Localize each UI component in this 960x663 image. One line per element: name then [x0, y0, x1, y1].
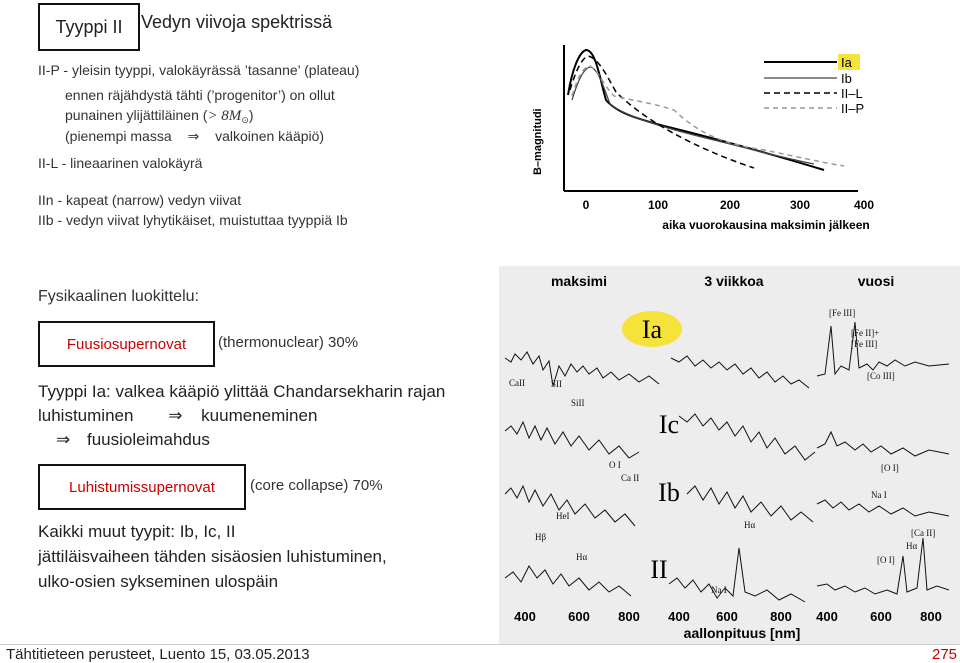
- legend-label-iil: II–L: [841, 86, 863, 101]
- line-label-he1: HeI: [556, 511, 570, 521]
- text-line-outer-ejection: ulko-osien sykseminen ulospäin: [38, 572, 279, 591]
- line-label-na1: Na I: [871, 490, 887, 500]
- slide-type-label: Tyyppi II: [55, 16, 123, 37]
- light-curve-xtick-300: 300: [790, 198, 810, 212]
- spectra-type-ib: Ib: [658, 478, 680, 507]
- mass-limit-math: > 8M: [207, 108, 242, 124]
- footer-rule: [0, 644, 960, 645]
- text-line-collapse-heating: luhistuminen ⇒ kuumeneminen: [38, 406, 318, 426]
- spectra-xtick-3: 800: [618, 609, 640, 624]
- line-label-s2: SII: [551, 379, 562, 389]
- line-label-fe2: [Fe II]+: [851, 328, 879, 338]
- line-label-halpha-3w: Hα: [744, 520, 755, 530]
- light-curve-xtick-400: 400: [854, 198, 874, 212]
- line-label-fe3-a: [Fe III]: [829, 308, 855, 318]
- line-label-halpha-year: Hα: [906, 541, 917, 551]
- curve-ib: [571, 66, 815, 165]
- spectra-xtick-8: 600: [870, 609, 892, 624]
- spectral-traces: [504, 321, 950, 603]
- line-label-o1-year-b: [O I]: [877, 555, 895, 565]
- spectra-xtick-4: 400: [668, 609, 690, 624]
- implies-arrow-icon: ⇒: [168, 406, 183, 426]
- core-collapse-note: (core collapse) 70%: [250, 477, 383, 494]
- curve-iip: [571, 65, 845, 167]
- ia-highlight: [622, 311, 682, 347]
- spectra-label-year: vuosi: [858, 273, 895, 289]
- curve-iil: [569, 55, 755, 169]
- line-label-o1: O I: [609, 460, 621, 470]
- classification-heading: Fysikaalinen luokittelu:: [38, 288, 199, 305]
- page-number: 275: [932, 646, 958, 663]
- implies-arrow-icon: ⇒: [56, 430, 71, 450]
- thermonuclear-note: (thermonuclear) 30%: [218, 334, 359, 351]
- line-label-na1-ii: Na I: [711, 585, 727, 595]
- light-curve-xlabel: aika vuorokausina maksimin jälkeen: [662, 218, 869, 232]
- spectra-xtick-7: 400: [816, 609, 838, 624]
- spectra-xtick-5: 600: [716, 609, 738, 624]
- line-label-ca2-year: [Ca II]: [911, 528, 935, 538]
- spectra-label-3-weeks: 3 viikkoa: [704, 273, 763, 289]
- text-line-red-giant: punainen ylijättiläinen (> 8M⊙): [65, 107, 254, 125]
- spectra-xtick-6: 800: [770, 609, 792, 624]
- spectra-type-ia: Ia: [642, 315, 663, 344]
- spectra-label-maximum: maksimi: [551, 273, 607, 289]
- spectra-background: [499, 266, 960, 644]
- spectra-xtick-2: 600: [568, 609, 590, 624]
- slide-title: Vedyn viivoja spektrissä: [141, 12, 333, 32]
- core-collapse-box: Luhistumissupernovat: [38, 464, 246, 510]
- light-curve-xtick-200: 200: [720, 198, 740, 212]
- spectra-xlabel: aallonpituus [nm]: [684, 625, 801, 641]
- text-line-iip: II-P - yleisin tyyppi, valokäyrässä ’tas…: [38, 62, 360, 78]
- legend-label-iip: II–P: [841, 101, 864, 116]
- legend-label-ib: Ib: [841, 71, 852, 86]
- text-line-white-dwarf: (pienempi massa ⇒ valkoinen kääpiö): [65, 128, 325, 145]
- line-label-ca2-b: Ca II: [621, 473, 639, 483]
- line-label-halpha: Hα: [576, 552, 587, 562]
- line-label-o1-year: [O I]: [881, 463, 899, 473]
- line-label-ca2: CaII: [509, 378, 525, 388]
- spectra-figure: maksimi 3 viikkoa vuosi Ia Ic Ib II [Fe …: [499, 266, 960, 644]
- text-line-other-types: Kaikki muut tyypit: Ib, Ic, II: [38, 522, 236, 541]
- line-label-fe3-b: [Fe III]: [851, 339, 877, 349]
- text-line-iib: IIb - vedyn viivat lyhytikäiset, muistut…: [38, 212, 348, 228]
- light-curve-xtick-0: 0: [583, 198, 590, 212]
- thermonuclear-box: Fuusiosupernovat: [38, 321, 215, 367]
- spectra-type-ii: II: [650, 555, 667, 584]
- spectra-xtick-1: 400: [514, 609, 536, 624]
- text-line-fusion-flash: ⇒ fuusioleimahdus: [56, 430, 210, 450]
- slide-type-box: Tyyppi II: [38, 3, 140, 51]
- line-label-hbeta: Hβ: [535, 532, 546, 542]
- line-label-co3: [Co III]: [867, 371, 895, 381]
- curve-ia: [567, 48, 825, 171]
- light-curve-xtick-100: 100: [648, 198, 668, 212]
- light-curve-ylabel: B–magnitudi: [532, 108, 544, 175]
- text-line-giant-collapse: jättiläisvaiheen tähden sisäosien luhist…: [38, 547, 387, 566]
- text-line-ia-limit: Tyyppi Ia: valkea kääpiö ylittää Chandar…: [38, 382, 446, 401]
- text-line-progenitor: ennen räjähdystä tähti (’progenitor’) on…: [65, 87, 335, 103]
- footer-text: Tähtitieteen perusteet, Luento 15, 03.05…: [6, 646, 310, 663]
- spectra-type-ic: Ic: [659, 410, 679, 439]
- legend-highlight: [838, 54, 860, 70]
- text-line-iin: IIn - kapeat (narrow) vedyn viivat: [38, 192, 242, 208]
- spectra-xtick-9: 800: [920, 609, 942, 624]
- text-line-iil: II-L - lineaarinen valokäyrä: [38, 155, 203, 171]
- light-curve-figure: B–magnitudi 0 100 200 300 400 aika vuoro…: [532, 45, 874, 232]
- legend-label-ia: Ia: [841, 55, 853, 70]
- line-label-si2: SiII: [571, 398, 585, 408]
- implies-arrow-icon: ⇒: [187, 129, 200, 145]
